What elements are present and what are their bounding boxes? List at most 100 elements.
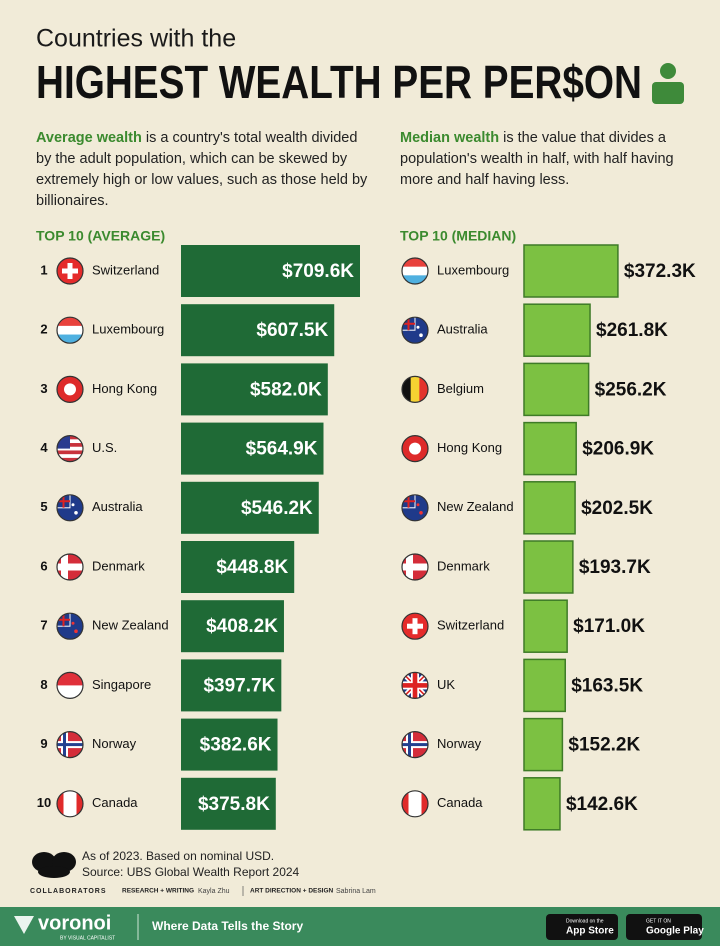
description-term: Median wealth [400,130,500,146]
flag-star [71,503,75,507]
brand-logo-mark [14,916,34,934]
footer-source: Source: UBS Global Wealth Report 2024 [82,865,300,879]
country-label: U.S. [92,440,117,455]
flag-border [56,612,84,640]
description-term: Average wealth [36,130,142,146]
value-label: $163.5K [571,675,643,696]
icon-body [652,82,684,104]
button-text[interactable]: App Store [566,926,614,937]
flag-stripe [57,334,83,344]
flag-stripe [421,790,428,817]
flag-star [419,511,423,515]
google-play-button[interactable]: GET IT ON Google Play [626,914,704,940]
flag-stripe [402,258,428,268]
country-label: Belgium [437,381,484,396]
flag [402,672,428,699]
bar [523,658,566,713]
flag [57,435,83,462]
country-label: Switzerland [92,262,159,277]
flag-stripe [57,325,83,336]
app-store-button[interactable]: Download on the App Store [546,914,618,940]
value-label: $152.2K [568,735,640,756]
flag-cross [402,683,428,688]
value-label: $375.8K [198,794,270,815]
bar [181,541,295,593]
country-label: Hong Kong [92,381,157,396]
value-label: $582.0K [250,379,322,400]
flag-cross [62,268,78,274]
country-label: Norway [92,736,137,751]
flag-star [419,333,423,338]
description-text: is the value that divides a population's… [400,130,674,188]
rank: 10 [37,795,51,810]
value-label: $261.8K [596,320,668,341]
flag-border [401,435,429,463]
flag [57,672,83,699]
flag-star [71,621,75,625]
research-label: RESEARCH + WRITING [122,888,194,895]
country-label: New Zealand [92,618,169,633]
flag-border [56,257,84,285]
country-label: Switzerland [437,618,504,633]
flag-stripe [402,275,428,284]
flag-stripe [415,790,422,817]
description-text: is a country's total wealth divided by t… [36,130,368,209]
flag-stripe [70,790,77,817]
flag [402,731,428,758]
icon-part [38,866,70,878]
flag-cross [407,623,423,629]
bar [181,777,276,830]
flag-stripe [402,266,428,276]
value-label: $564.9K [246,439,318,460]
button-bg[interactable] [546,914,618,940]
value-label: $709.6K [282,261,354,282]
flag-border [56,316,84,344]
bar [181,600,284,653]
rank: 4 [40,440,48,455]
flag-border [56,790,84,818]
bar [181,659,282,712]
button-text[interactable]: Google Play [646,926,704,937]
flag-stripe [57,457,83,462]
flag-border [56,553,84,581]
value-label: $372.3K [624,261,696,282]
flag-stripe [57,454,83,459]
footer-icon [32,852,76,878]
value-label: $397.7K [203,675,275,696]
country-label: Norway [437,736,482,751]
bar [523,777,561,831]
person-icon [652,63,684,104]
country-label: Luxembourg [437,262,509,277]
button-small-text[interactable]: Download on the [566,918,604,924]
research-name: Kayla Zhu [198,888,230,895]
country-label: Australia [92,499,143,514]
country-label: Luxembourg [92,322,164,337]
country-label: Canada [437,795,483,810]
value-label: $142.6K [566,794,638,815]
button-small-text[interactable]: GET IT ON [646,918,671,924]
button-bg[interactable] [626,914,702,940]
chart-title: TOP 10 (AVERAGE) [36,228,165,244]
country-label: Singapore [92,677,151,692]
rank: 1 [40,262,47,277]
main-title: HIGHEST WEALTH PER PER$ON [36,56,642,108]
design-name: Sabrina Lam [336,888,376,895]
value-label: $408.2K [206,616,278,637]
flag-border [401,257,429,285]
flag [402,613,428,640]
flag-border [401,612,429,640]
flag-stripe [57,450,83,455]
flag-border [56,494,84,522]
flag [57,317,83,344]
description: Average wealth is a country's total weal… [36,128,371,212]
bar [523,717,564,772]
design-label: ART DIRECTION + DESIGN [250,888,334,895]
flag-stripe [63,790,71,817]
bar [181,481,319,534]
flag-border [56,375,84,403]
flag [57,376,83,403]
flag-star [416,503,420,507]
footer-note: As of 2023. Based on nominal USD. [82,849,274,863]
